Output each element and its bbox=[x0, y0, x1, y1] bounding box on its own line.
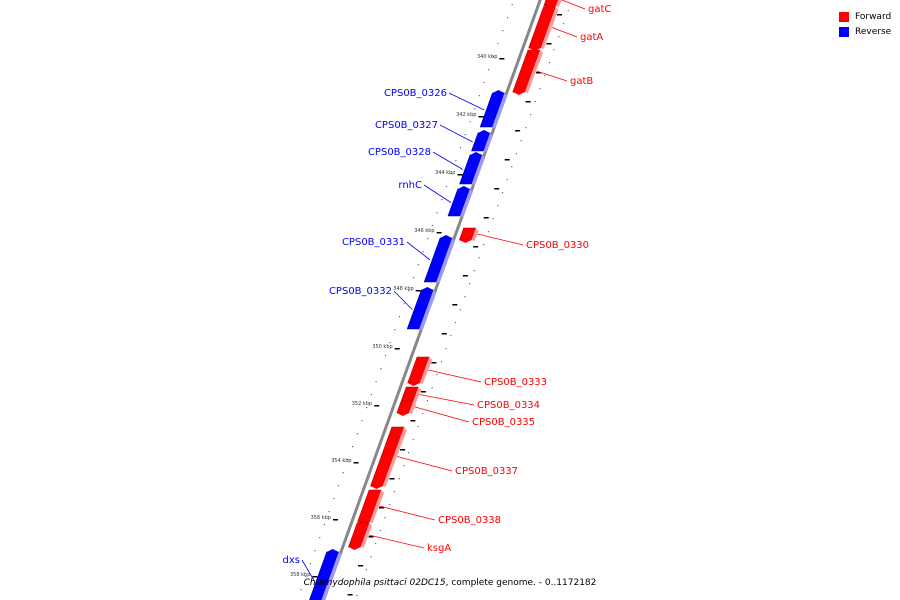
gene-cps0b-0326: CPS0B_0326 bbox=[384, 88, 508, 128]
forward-swatch bbox=[839, 11, 849, 22]
minor-tick bbox=[347, 594, 353, 596]
gene-label: gatB bbox=[570, 76, 593, 87]
caption-rest: , complete genome. - 0..1172182 bbox=[445, 578, 597, 588]
tick-label: 344 kbp bbox=[435, 170, 455, 176]
minor-tick bbox=[525, 101, 531, 103]
legend: Forward Reverse bbox=[839, 9, 891, 39]
tick-label: 352 kbp bbox=[352, 401, 372, 407]
minor-tick bbox=[504, 159, 510, 161]
gene-ksga: ksgA bbox=[348, 522, 451, 554]
minor-tick bbox=[420, 391, 426, 393]
gene-label: CPS0B_0328 bbox=[368, 147, 431, 158]
legend-item-forward: Forward bbox=[839, 9, 891, 24]
minor-tick bbox=[452, 304, 458, 306]
gene-gata: gatA bbox=[528, 6, 603, 51]
organism-name: Chlamydophila psittaci 02DC15 bbox=[303, 578, 446, 588]
gene-label: CPS0B_0326 bbox=[384, 88, 447, 99]
gene-label: gatA bbox=[580, 32, 603, 43]
tick-mark bbox=[394, 348, 400, 350]
gene-cps0b-0330: CPS0B_0330 bbox=[458, 227, 589, 251]
gene-label: dxs bbox=[283, 555, 300, 566]
minor-tick bbox=[379, 507, 384, 509]
tick-mark bbox=[333, 519, 338, 521]
minor-tick bbox=[400, 449, 405, 451]
tick-mark bbox=[353, 462, 359, 464]
tick-label: 350 kbp bbox=[372, 344, 392, 350]
gene-cps0b-0328: CPS0B_0328 bbox=[368, 147, 485, 185]
guide-dots bbox=[300, 4, 569, 597]
minor-tick bbox=[473, 246, 479, 248]
minor-tick bbox=[389, 478, 395, 480]
minor-tick bbox=[536, 72, 542, 74]
minor-tick bbox=[368, 536, 374, 538]
reverse-swatch bbox=[839, 26, 849, 37]
tick-mark bbox=[499, 58, 505, 60]
gene-rnhc: rnhC bbox=[398, 180, 473, 217]
tick-label: 356 kbp bbox=[311, 515, 331, 521]
tick-label: 342 kbp bbox=[456, 112, 476, 118]
gene-cps0b-0337: CPS0B_0337 bbox=[370, 426, 518, 489]
gene-label: CPS0B_0331 bbox=[342, 237, 405, 248]
minor-tick bbox=[462, 275, 468, 277]
gene-label: CPS0B_0333 bbox=[484, 377, 547, 388]
tick-label: 340 kbp bbox=[477, 54, 497, 60]
gene-cps0b-0334: CPS0B_0334 bbox=[400, 386, 540, 411]
gene-label: rnhC bbox=[398, 180, 422, 191]
legend-label-forward: Forward bbox=[855, 11, 892, 22]
tick-label: 348 kbp bbox=[393, 286, 413, 292]
minor-tick bbox=[483, 217, 489, 219]
tick-mark bbox=[312, 576, 318, 578]
gene-label: CPS0B_0330 bbox=[526, 240, 589, 251]
tick-marks: 340 kbp 342 kbp 344 kbp 346 kbp 348 kbp 350 k… bbox=[290, 14, 562, 596]
legend-item-reverse: Reverse bbox=[839, 24, 891, 39]
tick-mark bbox=[374, 405, 380, 407]
minor-tick bbox=[494, 188, 500, 190]
gene-features: gatC gatA gatB CPS0B_0326 CPS0B_0327 CPS0B_03… bbox=[283, 0, 611, 600]
gene-label: ksgA bbox=[427, 543, 451, 554]
tick-label: 354 kbp bbox=[331, 458, 351, 464]
gene-label: CPS0B_0335 bbox=[472, 417, 535, 428]
gene-cps0b-0332: CPS0B_0332 bbox=[329, 286, 437, 330]
tick-mark bbox=[436, 232, 442, 234]
tick-mark bbox=[478, 116, 484, 118]
gene-cps0b-0331: CPS0B_0331 bbox=[342, 235, 456, 283]
minor-tick bbox=[441, 333, 447, 335]
gene-label: CPS0B_0334 bbox=[477, 400, 540, 411]
gene-label: CPS0B_0337 bbox=[455, 466, 518, 477]
minor-tick bbox=[515, 130, 521, 132]
map-caption: Chlamydophila psittaci 02DC15, complete … bbox=[0, 578, 900, 588]
legend-label-reverse: Reverse bbox=[855, 26, 892, 37]
tick-mark bbox=[457, 174, 463, 176]
tick-mark bbox=[415, 290, 421, 292]
gene-cps0b-0335: CPS0B_0335 bbox=[396, 400, 535, 428]
gene-label: gatC bbox=[588, 4, 611, 15]
tick-label: 346 kbp bbox=[414, 228, 434, 234]
minor-tick bbox=[358, 565, 364, 567]
gene-gatb: gatB bbox=[512, 49, 593, 95]
minor-tick bbox=[410, 420, 416, 422]
gene-label: CPS0B_0338 bbox=[438, 515, 501, 526]
minor-tick bbox=[546, 43, 552, 45]
gene-label: CPS0B_0332 bbox=[329, 286, 392, 297]
gene-cps0b-0327: CPS0B_0327 bbox=[375, 120, 493, 152]
gene-label: CPS0B_0327 bbox=[375, 120, 438, 131]
tick-label: 358 kbp bbox=[290, 572, 310, 578]
gene-cps0b-0333: CPS0B_0333 bbox=[407, 356, 547, 388]
gene-cps0b-0338: CPS0B_0338 bbox=[357, 489, 501, 526]
minor-tick bbox=[431, 362, 437, 364]
gene-dxs: dxs bbox=[283, 549, 342, 600]
minor-tick bbox=[557, 14, 562, 16]
